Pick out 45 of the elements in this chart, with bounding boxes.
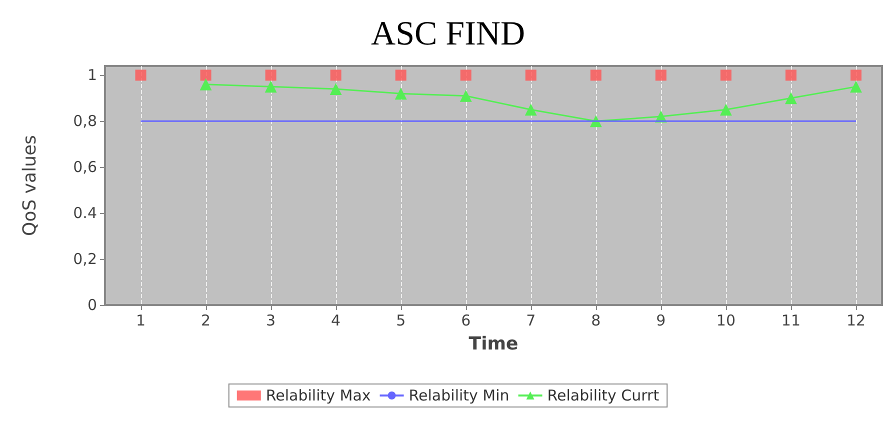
point xyxy=(785,70,796,81)
point xyxy=(850,80,862,93)
point xyxy=(460,70,472,81)
point xyxy=(655,70,666,81)
legend-label: Relability Min xyxy=(408,386,510,404)
x-tick-label: 3 xyxy=(266,312,276,330)
y-axis-title: QoS values xyxy=(20,135,40,236)
point xyxy=(135,70,146,81)
point xyxy=(200,70,212,81)
point xyxy=(330,70,342,81)
point xyxy=(720,70,732,81)
point xyxy=(200,78,212,90)
point xyxy=(394,88,407,100)
y-tick-label: 0.4 xyxy=(73,204,97,222)
x-tick-label: 8 xyxy=(591,312,601,330)
point xyxy=(330,82,342,95)
legend-label: Relability Currt xyxy=(547,386,660,404)
x-tick-label: 4 xyxy=(331,312,341,330)
x-tick-label: 12 xyxy=(846,312,866,330)
x-tick-label: 11 xyxy=(781,312,801,330)
point xyxy=(524,104,537,116)
y-tick-label: 1 xyxy=(87,66,97,84)
point xyxy=(395,70,406,81)
point xyxy=(460,90,472,102)
x-tick-label: 2 xyxy=(201,312,211,330)
y-tick-label: 0,2 xyxy=(73,250,97,268)
x-tick-label: 10 xyxy=(716,312,736,330)
x-tick-label: 7 xyxy=(526,312,536,330)
point xyxy=(525,70,536,81)
point xyxy=(590,70,602,81)
point xyxy=(784,92,797,104)
chart-title: ASC FIND xyxy=(371,16,525,52)
x-tick-label: 5 xyxy=(396,312,406,330)
point xyxy=(720,104,732,116)
y-tick-label: 0,6 xyxy=(73,158,97,176)
y-tick-label: 0,8 xyxy=(73,112,97,130)
legend-label: Relability Max xyxy=(266,386,371,404)
x-tick-label: 9 xyxy=(656,312,666,330)
point xyxy=(264,80,277,93)
x-tick-label: 6 xyxy=(461,312,471,330)
x-axis-title: Time xyxy=(468,334,518,354)
x-tick-label: 1 xyxy=(136,312,146,330)
point xyxy=(850,70,862,81)
y-tick-label: 0 xyxy=(87,296,97,314)
point xyxy=(265,70,276,81)
